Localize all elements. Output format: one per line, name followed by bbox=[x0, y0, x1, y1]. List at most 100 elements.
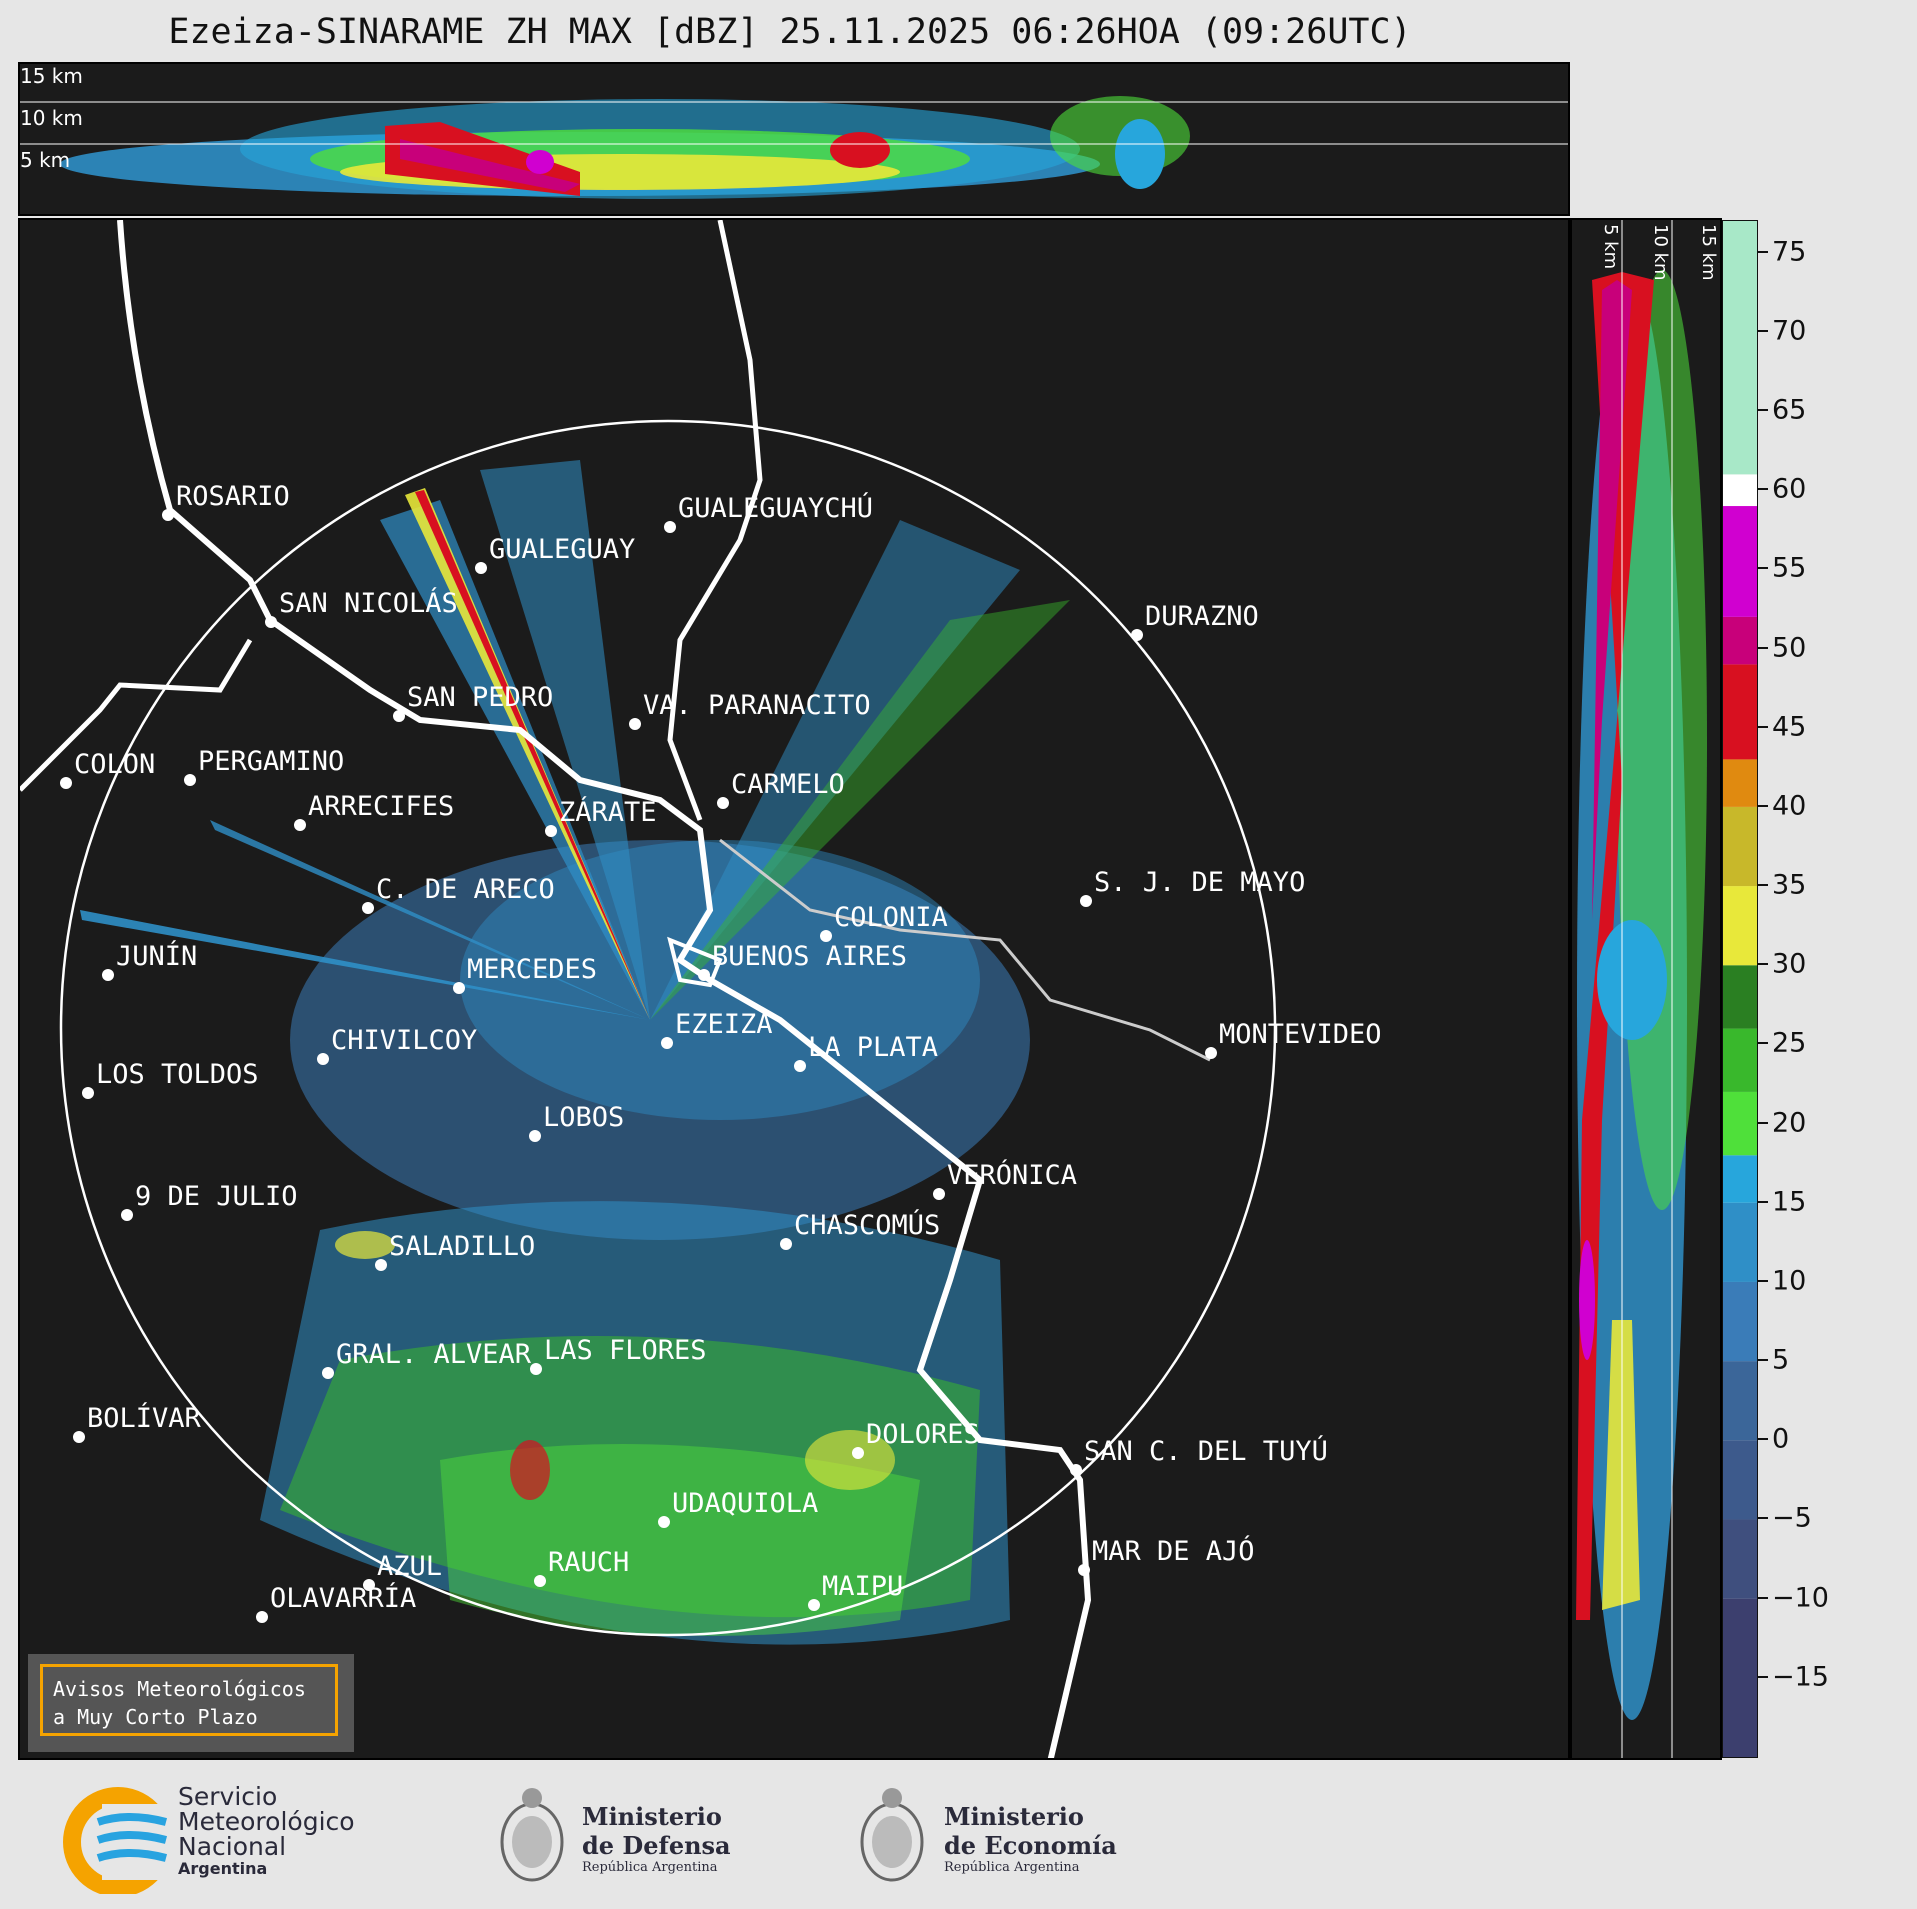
city-label: COLON bbox=[74, 749, 155, 780]
city-marker bbox=[808, 1599, 820, 1611]
colorbar-band bbox=[1723, 1361, 1757, 1441]
colorbar-tick-label: 55 bbox=[1772, 552, 1807, 584]
alt-label-10km: 10 km bbox=[20, 106, 83, 130]
city-label: MAIPU bbox=[822, 1571, 903, 1602]
colorbar-tick bbox=[1758, 804, 1768, 807]
city-label: SAN PEDRO bbox=[407, 682, 553, 713]
city-marker bbox=[60, 777, 72, 789]
smn-logo-icon bbox=[63, 1787, 178, 1894]
colorbar-tick bbox=[1758, 1517, 1768, 1520]
smn-line1: Servicio bbox=[178, 1782, 278, 1811]
range-ring bbox=[59, 419, 1277, 1637]
defensa-line3: República Argentina bbox=[582, 1860, 718, 1875]
city-label: PERGAMINO bbox=[198, 746, 344, 777]
colorbar-tick bbox=[1758, 488, 1768, 491]
city-marker bbox=[1080, 895, 1092, 907]
city-marker bbox=[1078, 1564, 1090, 1576]
city-label: OLAVARRÍA bbox=[270, 1582, 416, 1614]
colorbar-tick-label: 10 bbox=[1772, 1265, 1807, 1297]
city-marker bbox=[82, 1087, 94, 1099]
city-label: BUENOS AIRES bbox=[712, 941, 907, 972]
colorbar-tick bbox=[1758, 250, 1768, 253]
city-label: GRAL. ALVEAR bbox=[336, 1339, 532, 1370]
city-marker bbox=[363, 1579, 375, 1591]
city-marker bbox=[933, 1188, 945, 1200]
city-marker bbox=[453, 982, 465, 994]
colorbar-band bbox=[1723, 1281, 1757, 1362]
defensa-line2: de Defensa bbox=[582, 1831, 731, 1860]
avisos-line1: Avisos Meteorológicos bbox=[53, 1677, 306, 1701]
city-marker bbox=[1070, 1464, 1082, 1476]
colorbar-tick-label: −15 bbox=[1772, 1661, 1829, 1693]
colorbar-tick-label: 75 bbox=[1772, 236, 1807, 268]
city-label: CHASCOMÚS bbox=[794, 1209, 940, 1241]
city-label: CARMELO bbox=[731, 769, 845, 800]
colorbar-band bbox=[1723, 759, 1757, 807]
city-marker bbox=[852, 1447, 864, 1459]
colorbar-tick bbox=[1758, 1675, 1768, 1678]
colorbar-band bbox=[1723, 221, 1757, 475]
side-alt-label-15km: 15 km bbox=[1698, 224, 1719, 281]
city-label: ZÁRATE bbox=[559, 796, 657, 828]
side-alt-label-5km: 5 km bbox=[1600, 224, 1621, 270]
colorbar-tick bbox=[1758, 1279, 1768, 1282]
city-marker bbox=[661, 1037, 673, 1049]
city-marker bbox=[534, 1575, 546, 1587]
colorbar-band bbox=[1723, 1598, 1757, 1757]
city-label: GUALEGUAYCHÚ bbox=[678, 492, 873, 524]
economia-line3: República Argentina bbox=[944, 1860, 1080, 1875]
city-label: LOBOS bbox=[543, 1102, 624, 1133]
city-marker bbox=[265, 616, 277, 628]
city-marker bbox=[780, 1238, 792, 1250]
colorbar-tick-label: −5 bbox=[1772, 1502, 1812, 1534]
city-marker bbox=[294, 819, 306, 831]
city-marker bbox=[664, 521, 676, 533]
smn-line2: Meteorológico bbox=[178, 1807, 355, 1836]
chart-title: Ezeiza-SINARAME ZH MAX [dBZ] 25.11.2025 … bbox=[168, 12, 1412, 52]
city-marker bbox=[475, 562, 487, 574]
colorbar-tick bbox=[1758, 567, 1768, 570]
economia-shield-icon bbox=[860, 1788, 924, 1882]
colorbar-tick-label: 40 bbox=[1772, 790, 1807, 822]
defensa-line1: Ministerio bbox=[582, 1802, 722, 1831]
colorbar-tick-label: 30 bbox=[1772, 948, 1807, 980]
city-marker bbox=[393, 710, 405, 722]
radar-map: ROSARIO GUALEGUAYCHÚ GUALEGUAY SAN NICOLÁS D… bbox=[18, 218, 1570, 1760]
city-label: MERCEDES bbox=[467, 954, 597, 985]
city-label: LA PLATA bbox=[808, 1032, 938, 1063]
city-label: VERÓNICA bbox=[947, 1159, 1077, 1191]
colorbar-tick bbox=[1758, 646, 1768, 649]
colorbar-tick bbox=[1758, 1438, 1768, 1441]
colorbar-tick bbox=[1758, 725, 1768, 728]
economia-line2: de Economía bbox=[944, 1831, 1117, 1860]
city-marker bbox=[375, 1259, 387, 1271]
colorbar-band bbox=[1723, 474, 1757, 507]
city-label: VA. PARANACITO bbox=[643, 690, 871, 721]
city-marker bbox=[73, 1431, 85, 1443]
smn-line4: Argentina bbox=[178, 1859, 268, 1878]
colorbar-tick bbox=[1758, 1596, 1768, 1599]
colorbar-tick bbox=[1758, 329, 1768, 332]
colorbar-tick bbox=[1758, 1200, 1768, 1203]
city-label: DURAZNO bbox=[1145, 601, 1259, 632]
city-marker bbox=[256, 1611, 268, 1623]
colorbar-tick bbox=[1758, 1042, 1768, 1045]
colorbar-band bbox=[1723, 886, 1757, 966]
colorbar-band bbox=[1723, 616, 1757, 665]
colorbar-band bbox=[1723, 1091, 1757, 1156]
city-label: ROSARIO bbox=[176, 481, 290, 512]
colorbar-tick-label: 45 bbox=[1772, 711, 1807, 743]
city-marker bbox=[362, 902, 374, 914]
dbz-colorbar bbox=[1722, 220, 1758, 1758]
city-marker bbox=[322, 1367, 334, 1379]
colorbar-band bbox=[1723, 1440, 1757, 1520]
colorbar-band bbox=[1723, 1202, 1757, 1282]
city-marker bbox=[530, 1363, 542, 1375]
city-marker bbox=[794, 1060, 806, 1072]
city-label: SAN NICOLÁS bbox=[279, 587, 458, 619]
colorbar-tick-label: 65 bbox=[1772, 394, 1807, 426]
city-label: S. J. DE MAYO bbox=[1094, 867, 1305, 898]
city-label: ARRECIFES bbox=[308, 791, 454, 822]
colorbar-tick-label: 5 bbox=[1772, 1344, 1790, 1376]
city-label: CHIVILCOY bbox=[331, 1025, 477, 1056]
